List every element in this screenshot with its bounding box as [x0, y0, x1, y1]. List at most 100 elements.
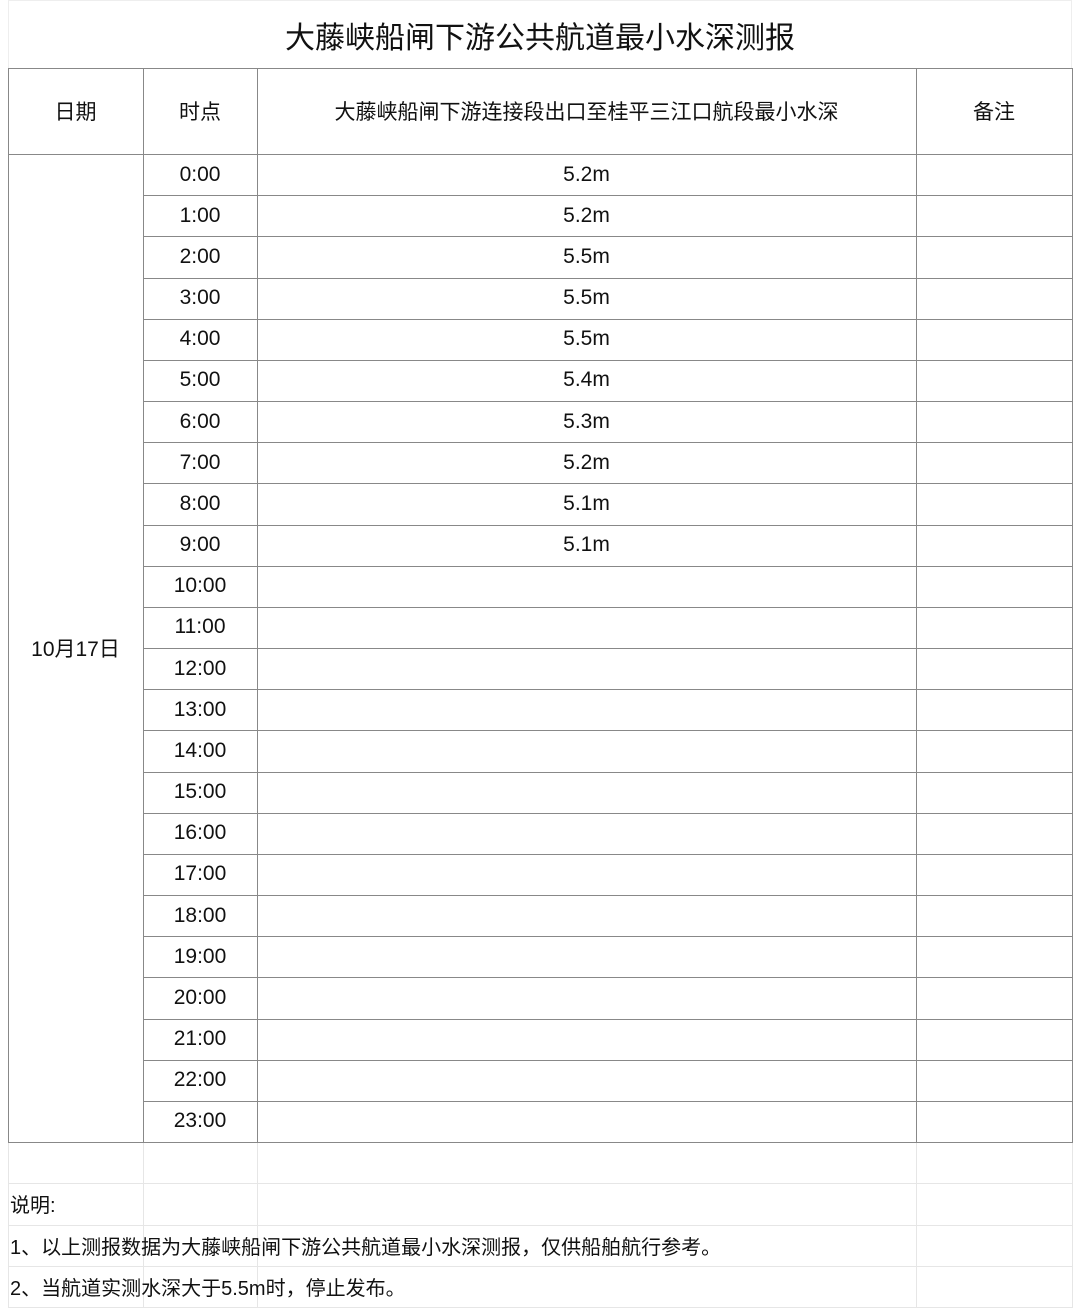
row-remark-cell: [916, 154, 1072, 195]
row-time-cell: 12:00: [173, 656, 227, 680]
row-remark-cell: [916, 525, 1072, 566]
row-divider: [143, 278, 1072, 279]
table-border: [8, 154, 1073, 155]
row-remark-cell: [916, 936, 1072, 977]
row-remark-cell: [916, 442, 1072, 483]
row-time-cell: 5:00: [179, 368, 221, 392]
row-divider: [143, 1060, 1072, 1061]
row-depth-cell: 5.5m: [563, 327, 610, 351]
row-divider: [143, 236, 1072, 237]
row-divider: [143, 483, 1072, 484]
row-depth-cell: [257, 854, 916, 895]
row-divider: [143, 566, 1072, 567]
row-depth-cell: [257, 607, 916, 648]
row-divider: [143, 442, 1072, 443]
row-divider: [143, 772, 1072, 773]
row-remark-cell: [916, 360, 1072, 401]
row-divider: [143, 730, 1072, 731]
table-border: [8, 1142, 1073, 1143]
row-divider: [143, 360, 1072, 361]
row-remark-cell: [916, 813, 1072, 854]
row-time-cell: 17:00: [173, 862, 227, 886]
table-border: [8, 68, 1073, 69]
row-time-cell: 14:00: [173, 738, 227, 762]
row-time-cell: 18:00: [173, 903, 227, 927]
row-divider: [143, 648, 1072, 649]
row-divider: [143, 195, 1072, 196]
column-divider: [1072, 68, 1073, 1143]
row-remark-cell: [916, 607, 1072, 648]
row-remark-cell: [916, 689, 1072, 730]
row-divider: [143, 1101, 1072, 1102]
column-divider: [8, 68, 9, 1143]
row-depth-cell: [257, 1060, 916, 1101]
faint-grid-line: [8, 1307, 1073, 1308]
row-time-cell: 22:00: [173, 1068, 227, 1092]
row-depth-cell: 5.5m: [563, 244, 610, 268]
row-time-cell: 16:00: [173, 821, 227, 845]
row-depth-cell: [257, 566, 916, 607]
header-date: 日期: [54, 101, 97, 124]
column-divider: [916, 68, 917, 1143]
row-divider: [143, 854, 1072, 855]
row-remark-cell: [916, 483, 1072, 524]
note-item-1: 1、以上测报数据为大藤峡船闸下游公共航道最小水深测报，仅供船舶航行参考。: [10, 1237, 722, 1259]
row-remark-cell: [916, 1019, 1072, 1060]
column-divider: [143, 68, 144, 1143]
date-cell: 10月17日: [31, 638, 120, 661]
row-divider: [143, 813, 1072, 814]
row-divider: [143, 895, 1072, 896]
header-remark: 备注: [973, 101, 1015, 124]
row-depth-cell: [257, 813, 916, 854]
row-remark-cell: [916, 236, 1072, 277]
row-divider: [143, 319, 1072, 320]
notes-heading: 说明:: [10, 1195, 56, 1217]
row-depth-cell: [257, 772, 916, 813]
row-time-cell: 21:00: [173, 1027, 227, 1051]
header-depth: 大藤峡船闸下游连接段出口至桂平三江口航段最小水深: [334, 101, 839, 124]
row-remark-cell: [916, 648, 1072, 689]
row-time-cell: 4:00: [179, 327, 221, 351]
row-time-cell: 10:00: [173, 574, 227, 598]
row-remark-cell: [916, 1101, 1072, 1142]
row-remark-cell: [916, 1060, 1072, 1101]
row-depth-cell: [257, 689, 916, 730]
row-depth-cell: [257, 648, 916, 689]
row-time-cell: 15:00: [173, 780, 227, 804]
row-divider: [143, 936, 1072, 937]
row-time-cell: 20:00: [173, 985, 227, 1009]
row-time-cell: 3:00: [179, 286, 221, 310]
row-time-cell: 9:00: [179, 533, 221, 557]
row-time-cell: 0:00: [179, 162, 221, 186]
row-remark-cell: [916, 772, 1072, 813]
row-remark-cell: [916, 977, 1072, 1018]
row-divider: [143, 977, 1072, 978]
row-divider: [143, 525, 1072, 526]
row-depth-cell: [257, 1019, 916, 1060]
row-remark-cell: [916, 319, 1072, 360]
row-divider: [143, 1019, 1072, 1020]
row-divider: [143, 401, 1072, 402]
faint-grid-line: [8, 1183, 1073, 1184]
row-depth-cell: 5.1m: [563, 533, 610, 557]
row-depth-cell: [257, 895, 916, 936]
row-time-cell: 19:00: [173, 944, 227, 968]
faint-grid-line: [8, 1266, 1073, 1267]
row-remark-cell: [916, 854, 1072, 895]
note-item-2: 2、当航道实测水深大于5.5m时，停止发布。: [10, 1278, 406, 1300]
row-time-cell: 1:00: [179, 203, 221, 227]
row-time-cell: 6:00: [179, 409, 221, 433]
row-depth-cell: 5.4m: [563, 368, 610, 392]
row-time-cell: 11:00: [174, 615, 226, 639]
row-depth-cell: 5.1m: [563, 491, 610, 515]
row-time-cell: 8:00: [179, 491, 221, 515]
row-remark-cell: [916, 895, 1072, 936]
row-divider: [143, 607, 1072, 608]
row-remark-cell: [916, 566, 1072, 607]
column-divider: [257, 68, 258, 1143]
faint-grid-line: [8, 1225, 1073, 1226]
row-time-cell: 13:00: [173, 697, 227, 721]
row-depth-cell: 5.3m: [563, 409, 610, 433]
row-divider: [143, 689, 1072, 690]
row-depth-cell: 5.2m: [563, 203, 610, 227]
